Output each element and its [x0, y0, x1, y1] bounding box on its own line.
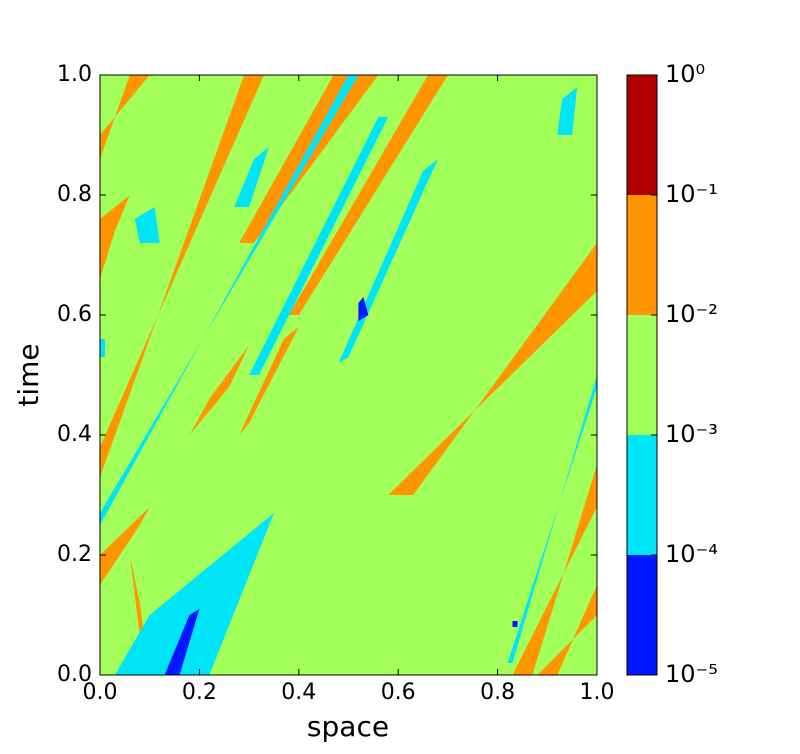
- plot-frame: [99, 74, 598, 676]
- contour-region: [100, 75, 597, 675]
- contour-region: [189, 345, 250, 435]
- y-tick-label: 0.2: [57, 542, 92, 567]
- colorbar-tick-label: 10⁻³: [665, 420, 718, 448]
- colorbar-band: [627, 75, 657, 195]
- contour-region: [100, 339, 105, 357]
- contour-region: [100, 195, 130, 279]
- x-axis-label: space: [307, 710, 389, 743]
- y-tick-label: 0.0: [57, 662, 92, 687]
- colorbar-frame: [626, 74, 658, 676]
- contour-region: [114, 513, 274, 675]
- y-tick-label: 0.8: [57, 182, 92, 207]
- colorbar-band: [627, 195, 657, 315]
- contour-region: [288, 75, 448, 315]
- colorbar-tick-label: 10⁻²: [665, 300, 718, 328]
- y-tick-label: 0.4: [57, 422, 92, 447]
- colorbar-tick-label: 10⁰: [665, 60, 705, 88]
- contour-region: [557, 87, 578, 135]
- y-tick-label: 1.0: [57, 62, 92, 87]
- contour-region: [239, 327, 299, 435]
- colorbar-band: [627, 315, 657, 435]
- colorbar-tick-label: 10⁻⁵: [665, 660, 718, 688]
- contour-region: [358, 297, 369, 321]
- contour-region: [100, 75, 150, 159]
- contour-region: [164, 609, 200, 675]
- contour-field: [100, 75, 597, 675]
- x-tick-label: 0.6: [381, 680, 416, 705]
- y-axis-label: time: [12, 343, 45, 406]
- colorbar-tick-label: 10⁻⁴: [665, 540, 718, 568]
- x-tick-label: 0.8: [480, 680, 515, 705]
- contour-region: [134, 207, 160, 243]
- x-tick-label: 0.2: [182, 680, 217, 705]
- contour-region: [249, 117, 389, 375]
- x-tick-label: 1.0: [580, 680, 615, 705]
- y-tick-label: 0.6: [57, 302, 92, 327]
- contour-region: [512, 621, 518, 627]
- contour-region: [234, 147, 269, 207]
- colorbar-band: [627, 555, 657, 675]
- x-tick-label: 0.0: [83, 680, 118, 705]
- x-tick-label: 0.4: [281, 680, 316, 705]
- colorbar-band: [627, 435, 657, 555]
- contour-region: [100, 507, 150, 585]
- colorbar-tick-label: 10⁻¹: [665, 180, 718, 208]
